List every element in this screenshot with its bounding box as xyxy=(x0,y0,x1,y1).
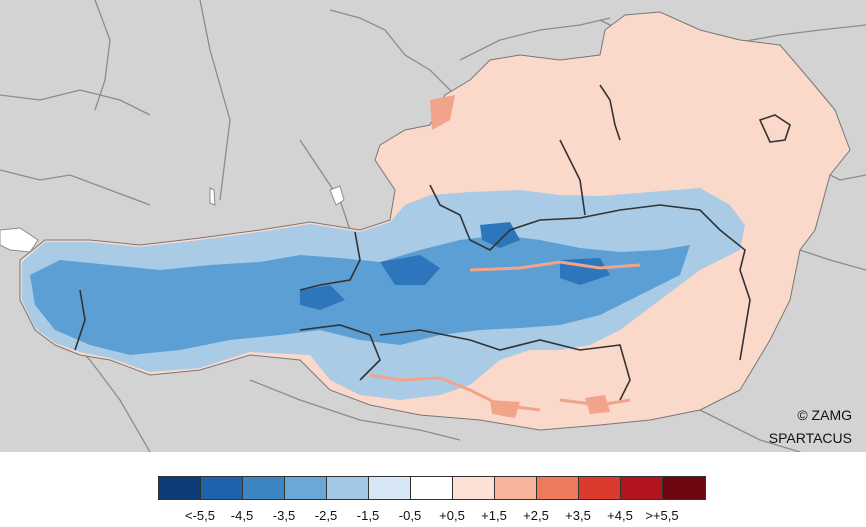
legend-swatch xyxy=(243,477,285,499)
legend-swatch xyxy=(453,477,495,499)
legend-swatch xyxy=(579,477,621,499)
legend-tick-label: +3,5 xyxy=(565,508,591,523)
alpine-cold-core xyxy=(30,235,690,355)
legend-swatch xyxy=(411,477,453,499)
map-area: © ZAMG SPARTACUS xyxy=(0,0,866,452)
state-borders xyxy=(74,84,791,401)
legend-tick-label: +1,5 xyxy=(481,508,507,523)
alpine-darkest-patches xyxy=(300,222,610,310)
legend-labels: <-5,5 -4,5 -3,5 -2,5 -1,5 -0,5 +0,5 +1,5 +2,5 +3,… xyxy=(158,508,710,526)
legend-swatch xyxy=(621,477,663,499)
legend-swatch xyxy=(327,477,369,499)
legend-tick-label: >+5,5 xyxy=(645,508,679,523)
credit-zamg: © ZAMG xyxy=(797,407,852,423)
lake-chiemsee xyxy=(329,185,345,206)
legend-tick-label: -1,5 xyxy=(356,508,380,523)
legend-swatch xyxy=(159,477,201,499)
color-legend: <-5,5 -4,5 -3,5 -2,5 -1,5 -0,5 +0,5 +1,5 +2,5 +3,… xyxy=(158,476,706,523)
legend-tick-label: -3,5 xyxy=(272,508,296,523)
temperature-anomaly-map xyxy=(0,0,866,452)
legend-tick-label: <-5,5 xyxy=(185,508,215,523)
legend-tick-label: +2,5 xyxy=(523,508,549,523)
legend-tick-label: -0,5 xyxy=(398,508,422,523)
legend-tick-label: -2,5 xyxy=(314,508,338,523)
credit-spartacus: SPARTACUS xyxy=(768,430,852,446)
legend-swatch xyxy=(285,477,327,499)
legend-swatch xyxy=(495,477,537,499)
legend-swatch xyxy=(663,477,705,499)
warm-basin-patches xyxy=(430,95,610,418)
legend-swatch xyxy=(537,477,579,499)
legend-tick-label: -4,5 xyxy=(230,508,254,523)
legend-swatch xyxy=(369,477,411,499)
legend-tick-label: +4,5 xyxy=(607,508,633,523)
lake-ammersee xyxy=(209,187,216,206)
legend-tick-label: +0,5 xyxy=(439,508,465,523)
legend-color-bar xyxy=(158,476,706,500)
legend-swatch xyxy=(201,477,243,499)
